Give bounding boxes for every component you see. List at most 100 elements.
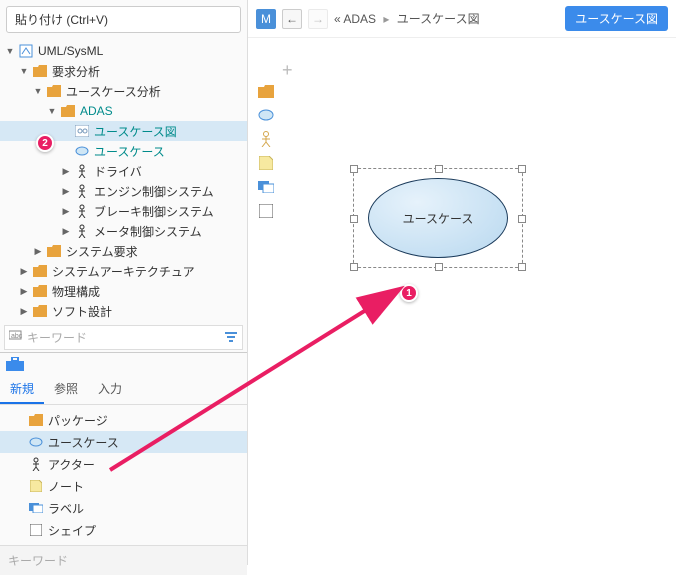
folder-icon <box>46 83 62 99</box>
keyword-placeholder: キーワード <box>27 331 87 345</box>
annotation-badge-1: 1 <box>400 284 418 302</box>
twisty-icon[interactable] <box>4 45 16 57</box>
tree-item[interactable]: エンジン制御システム <box>0 181 247 201</box>
resize-handle[interactable] <box>435 165 443 173</box>
resize-handle[interactable] <box>518 263 526 271</box>
tree-item[interactable]: 要求分析 <box>0 61 247 81</box>
list-label: ユースケース <box>48 434 119 451</box>
palette-usecase-icon[interactable] <box>256 106 276 124</box>
folder-icon <box>28 412 44 428</box>
diagram-canvas[interactable]: + ユースケース 1 <box>248 38 676 565</box>
usecase-icon <box>28 434 44 450</box>
annotation-badge-2: 2 <box>36 134 54 152</box>
resize-handle[interactable] <box>518 165 526 173</box>
list-item-label[interactable]: ラベル <box>0 497 247 519</box>
list-item-package[interactable]: パッケージ <box>0 409 247 431</box>
paste-header: 貼り付け (Ctrl+V) <box>6 6 241 33</box>
list-item-usecase[interactable]: ユースケース <box>0 431 247 453</box>
shape-icon <box>28 522 44 538</box>
twisty-icon[interactable] <box>60 185 72 197</box>
tree-item[interactable]: ユースケース分析 <box>0 81 247 101</box>
plus-cursor-icon: + <box>282 60 293 81</box>
label-icon: abc <box>9 329 23 341</box>
tree-item[interactable]: システム要求 <box>0 241 247 261</box>
usecase-icon <box>74 143 90 159</box>
forward-button[interactable]: → <box>308 9 328 29</box>
palette-actor-icon[interactable] <box>256 130 276 148</box>
palette-shape-icon[interactable] <box>256 202 276 220</box>
toolbox-icon <box>0 353 247 375</box>
diagram-type-pill[interactable]: ユースケース図 <box>565 6 668 31</box>
resize-handle[interactable] <box>350 215 358 223</box>
tree-item-root[interactable]: UML/SysML <box>0 41 247 61</box>
twisty-icon[interactable] <box>32 85 44 97</box>
breadcrumb: « ADAS ▸ ユースケース図 <box>334 10 559 27</box>
palette-folder-icon[interactable] <box>256 82 276 100</box>
tree-item[interactable]: ソフト設計 <box>0 301 247 321</box>
tree-label: 要求分析 <box>52 63 100 80</box>
tab-input[interactable]: 入力 <box>88 375 132 404</box>
twisty-spacer <box>60 145 72 157</box>
usecase-shape[interactable]: ユースケース <box>368 178 508 258</box>
resize-handle[interactable] <box>435 263 443 271</box>
tree-label: エンジン制御システム <box>94 183 214 200</box>
tree-label: ドライバ <box>94 163 142 180</box>
twisty-icon[interactable] <box>60 165 72 177</box>
twisty-icon[interactable] <box>60 225 72 237</box>
list-item-actor[interactable]: アクター <box>0 453 247 475</box>
tree-item[interactable]: メータ制御システム <box>0 221 247 241</box>
actor-icon <box>74 163 90 179</box>
twisty-icon[interactable] <box>18 305 30 317</box>
svg-text:abc: abc <box>11 333 23 340</box>
bottom-panel: 新規 参照 入力 パッケージ ユースケース アクター <box>0 352 247 575</box>
twisty-icon[interactable] <box>18 265 30 277</box>
palette-label-icon[interactable] <box>256 178 276 196</box>
twisty-icon[interactable] <box>18 285 30 297</box>
twisty-icon[interactable] <box>18 65 30 77</box>
list-label: ラベル <box>48 500 84 517</box>
twisty-icon[interactable] <box>60 205 72 217</box>
tree-label: ソフト設計 <box>52 303 112 320</box>
tree-label: UML/SysML <box>38 44 103 58</box>
canvas-header: M ← → « ADAS ▸ ユースケース図 ユースケース図 <box>248 0 676 38</box>
palette-tabs: 新規 参照 入力 <box>0 375 247 405</box>
tree-label: メータ制御システム <box>94 223 202 240</box>
tree-item[interactable]: ドライバ <box>0 161 247 181</box>
resize-handle[interactable] <box>350 263 358 271</box>
twisty-icon[interactable] <box>32 245 44 257</box>
crumb-item[interactable]: ユースケース図 <box>397 12 480 26</box>
footer-keyword[interactable]: キーワード <box>0 545 247 575</box>
twisty-icon[interactable] <box>46 105 58 117</box>
model-icon <box>18 43 34 59</box>
crumb-item[interactable]: ADAS <box>343 12 376 26</box>
list-label: シェイプ <box>48 522 96 539</box>
keyword-search[interactable]: abc キーワード <box>4 325 243 350</box>
tree-label: 物理構成 <box>52 283 100 300</box>
twisty-spacer <box>60 125 72 137</box>
palette-list: パッケージ ユースケース アクター ノート ラベル <box>0 405 247 545</box>
list-item-shape[interactable]: シェイプ <box>0 519 247 541</box>
tree-item[interactable]: ブレーキ制御システム <box>0 201 247 221</box>
tree-item[interactable]: 物理構成 <box>0 281 247 301</box>
tab-ref[interactable]: 参照 <box>44 375 88 404</box>
back-button[interactable]: ← <box>282 9 302 29</box>
tab-new[interactable]: 新規 <box>0 375 44 404</box>
list-label: ノート <box>48 478 84 495</box>
diagram-icon <box>74 123 90 139</box>
list-item-note[interactable]: ノート <box>0 475 247 497</box>
filter-icon[interactable] <box>222 328 240 346</box>
model-button[interactable]: M <box>256 9 276 29</box>
tree-label: ブレーキ制御システム <box>94 203 214 220</box>
resize-handle[interactable] <box>518 215 526 223</box>
tree-label: ユースケース図 <box>94 123 177 140</box>
resize-handle[interactable] <box>350 165 358 173</box>
list-label: パッケージ <box>48 412 108 429</box>
tree-item-adas[interactable]: ADAS <box>0 101 247 121</box>
tree-label: ユースケース分析 <box>66 83 161 100</box>
palette-note-icon[interactable] <box>256 154 276 172</box>
folder-icon <box>46 243 62 259</box>
actor-icon <box>28 456 44 472</box>
tree-item[interactable]: システムアーキテクチュア <box>0 261 247 281</box>
right-panel: M ← → « ADAS ▸ ユースケース図 ユースケース図 + <box>248 0 676 565</box>
actor-icon <box>74 223 90 239</box>
